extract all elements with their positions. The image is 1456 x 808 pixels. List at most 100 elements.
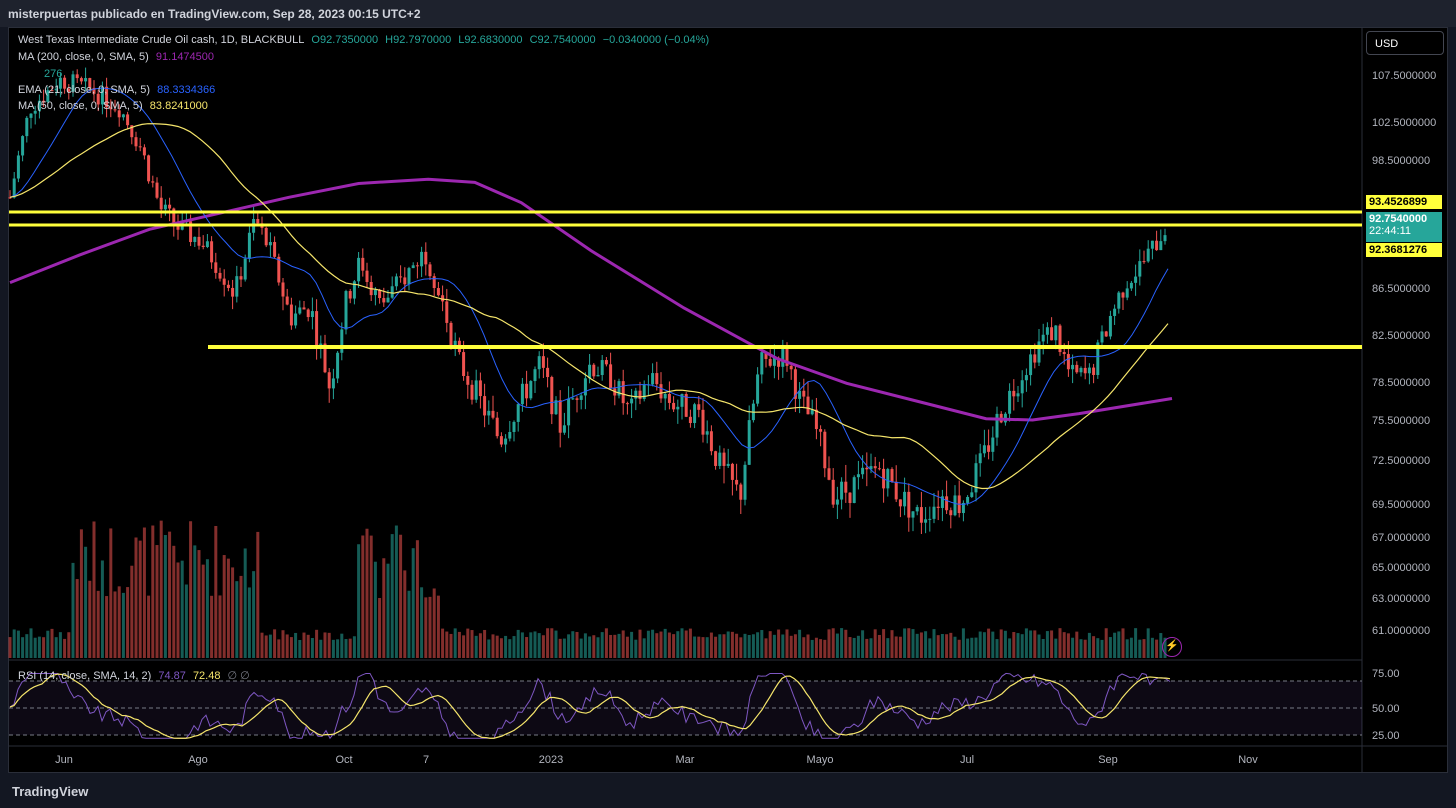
volume-bar (604, 628, 608, 658)
last-price: 92.7540000 (1369, 213, 1428, 225)
candle-body (361, 257, 365, 271)
candle-body (886, 469, 890, 489)
volume-bar (75, 579, 79, 658)
candle-body (995, 413, 999, 438)
y-tick-label: 69.5000000 (1372, 499, 1430, 511)
legend-ma200: MA (200, close, 0, SMA, 5) (18, 51, 149, 63)
volume-bar (239, 575, 243, 658)
volume-bar (100, 560, 104, 658)
y-tick-label: 86.5000000 (1372, 283, 1430, 295)
volume-bar (558, 638, 562, 658)
volume-bar (310, 637, 314, 658)
candle-body (1045, 327, 1049, 335)
candle-body (1033, 354, 1037, 363)
candle-body (659, 384, 663, 399)
legend-ma50: MA (50, close, 0, SMA, 5) (18, 100, 143, 112)
volume-bar (491, 634, 495, 658)
candle-body (42, 100, 46, 102)
volume-bar (525, 637, 529, 658)
candle-body (29, 113, 33, 118)
candle-body (147, 155, 151, 182)
volume-bar (1066, 633, 1070, 658)
candle-body (1075, 364, 1079, 373)
candle-body (835, 499, 839, 505)
volume-bar (546, 628, 550, 658)
volume-bar (453, 628, 457, 658)
candle-body (424, 251, 428, 265)
volume-bar (932, 629, 936, 658)
candle-body (743, 464, 747, 500)
candle-body (940, 496, 944, 508)
volume-bar (613, 634, 617, 658)
candle-body (239, 276, 243, 280)
candle-body (709, 431, 713, 452)
volume-bar (373, 561, 377, 658)
volume-bar (747, 634, 751, 658)
candle-body (117, 110, 121, 118)
candle-body (726, 463, 730, 466)
volume-bar (869, 638, 873, 658)
volume-bar (630, 631, 634, 658)
volume-bar (436, 595, 440, 658)
publisher-text: misterpuertas publicado en TradingView.c… (8, 7, 421, 21)
lightning-icon[interactable]: ⚡ (1162, 637, 1182, 657)
volume-bar (1092, 636, 1096, 658)
candle-body (541, 356, 545, 368)
candle-body (970, 492, 974, 497)
candle-body (520, 383, 524, 405)
candle-body (760, 352, 764, 375)
volume-bar (201, 564, 205, 658)
volume-bar (42, 637, 46, 658)
price-label-resistance-top: 93.4526899 (1366, 195, 1442, 209)
candle-body (873, 466, 877, 469)
candle-body (25, 117, 29, 137)
volume-bar (12, 629, 16, 658)
legend-vol-row: 276 (44, 68, 66, 80)
candle-body (96, 93, 100, 105)
candle-body (407, 268, 411, 285)
volume-bar (781, 634, 785, 658)
volume-bar (831, 628, 835, 658)
candle-body (991, 437, 995, 452)
volume-bar (873, 629, 877, 658)
legend-rsi-value: 74.87 (158, 670, 186, 682)
tradingview-logo[interactable]: TradingView (12, 784, 89, 799)
candle-body (277, 256, 281, 283)
candle-body (550, 377, 554, 415)
candle-body (365, 270, 369, 283)
volume-bar (1071, 637, 1075, 658)
candle-body (54, 88, 58, 91)
volume-bar (987, 628, 991, 658)
candle-body (516, 404, 520, 422)
candle-body (575, 398, 579, 400)
volume-bar (50, 628, 54, 658)
candle-body (428, 264, 432, 277)
volume-bar (810, 639, 814, 658)
currency-button[interactable]: USD (1366, 31, 1444, 55)
volume-bar (583, 633, 587, 658)
candle-body (1142, 261, 1146, 263)
volume-bar (268, 634, 272, 658)
y-tick-label: 107.5000000 (1372, 70, 1436, 82)
x-tick-label: Sep (1098, 754, 1118, 766)
candle-body (974, 463, 978, 493)
candle-body (1024, 375, 1028, 381)
x-tick-label: Oct (335, 754, 352, 766)
volume-bar (378, 597, 382, 658)
volume-bar (886, 638, 890, 658)
candle-body (340, 329, 344, 353)
volume-bar (109, 528, 113, 658)
candle-body (1062, 352, 1066, 355)
candle-body (1138, 261, 1142, 277)
volume-bar (995, 639, 999, 658)
candle-body (663, 393, 667, 399)
volume-bar (1138, 639, 1142, 658)
candle-body (966, 496, 970, 503)
candle-body (911, 511, 915, 518)
volume-bar (331, 639, 335, 658)
candle-body (756, 374, 760, 404)
volume-bar (697, 636, 701, 658)
volume-bar (71, 562, 75, 658)
candle-body (810, 409, 814, 415)
